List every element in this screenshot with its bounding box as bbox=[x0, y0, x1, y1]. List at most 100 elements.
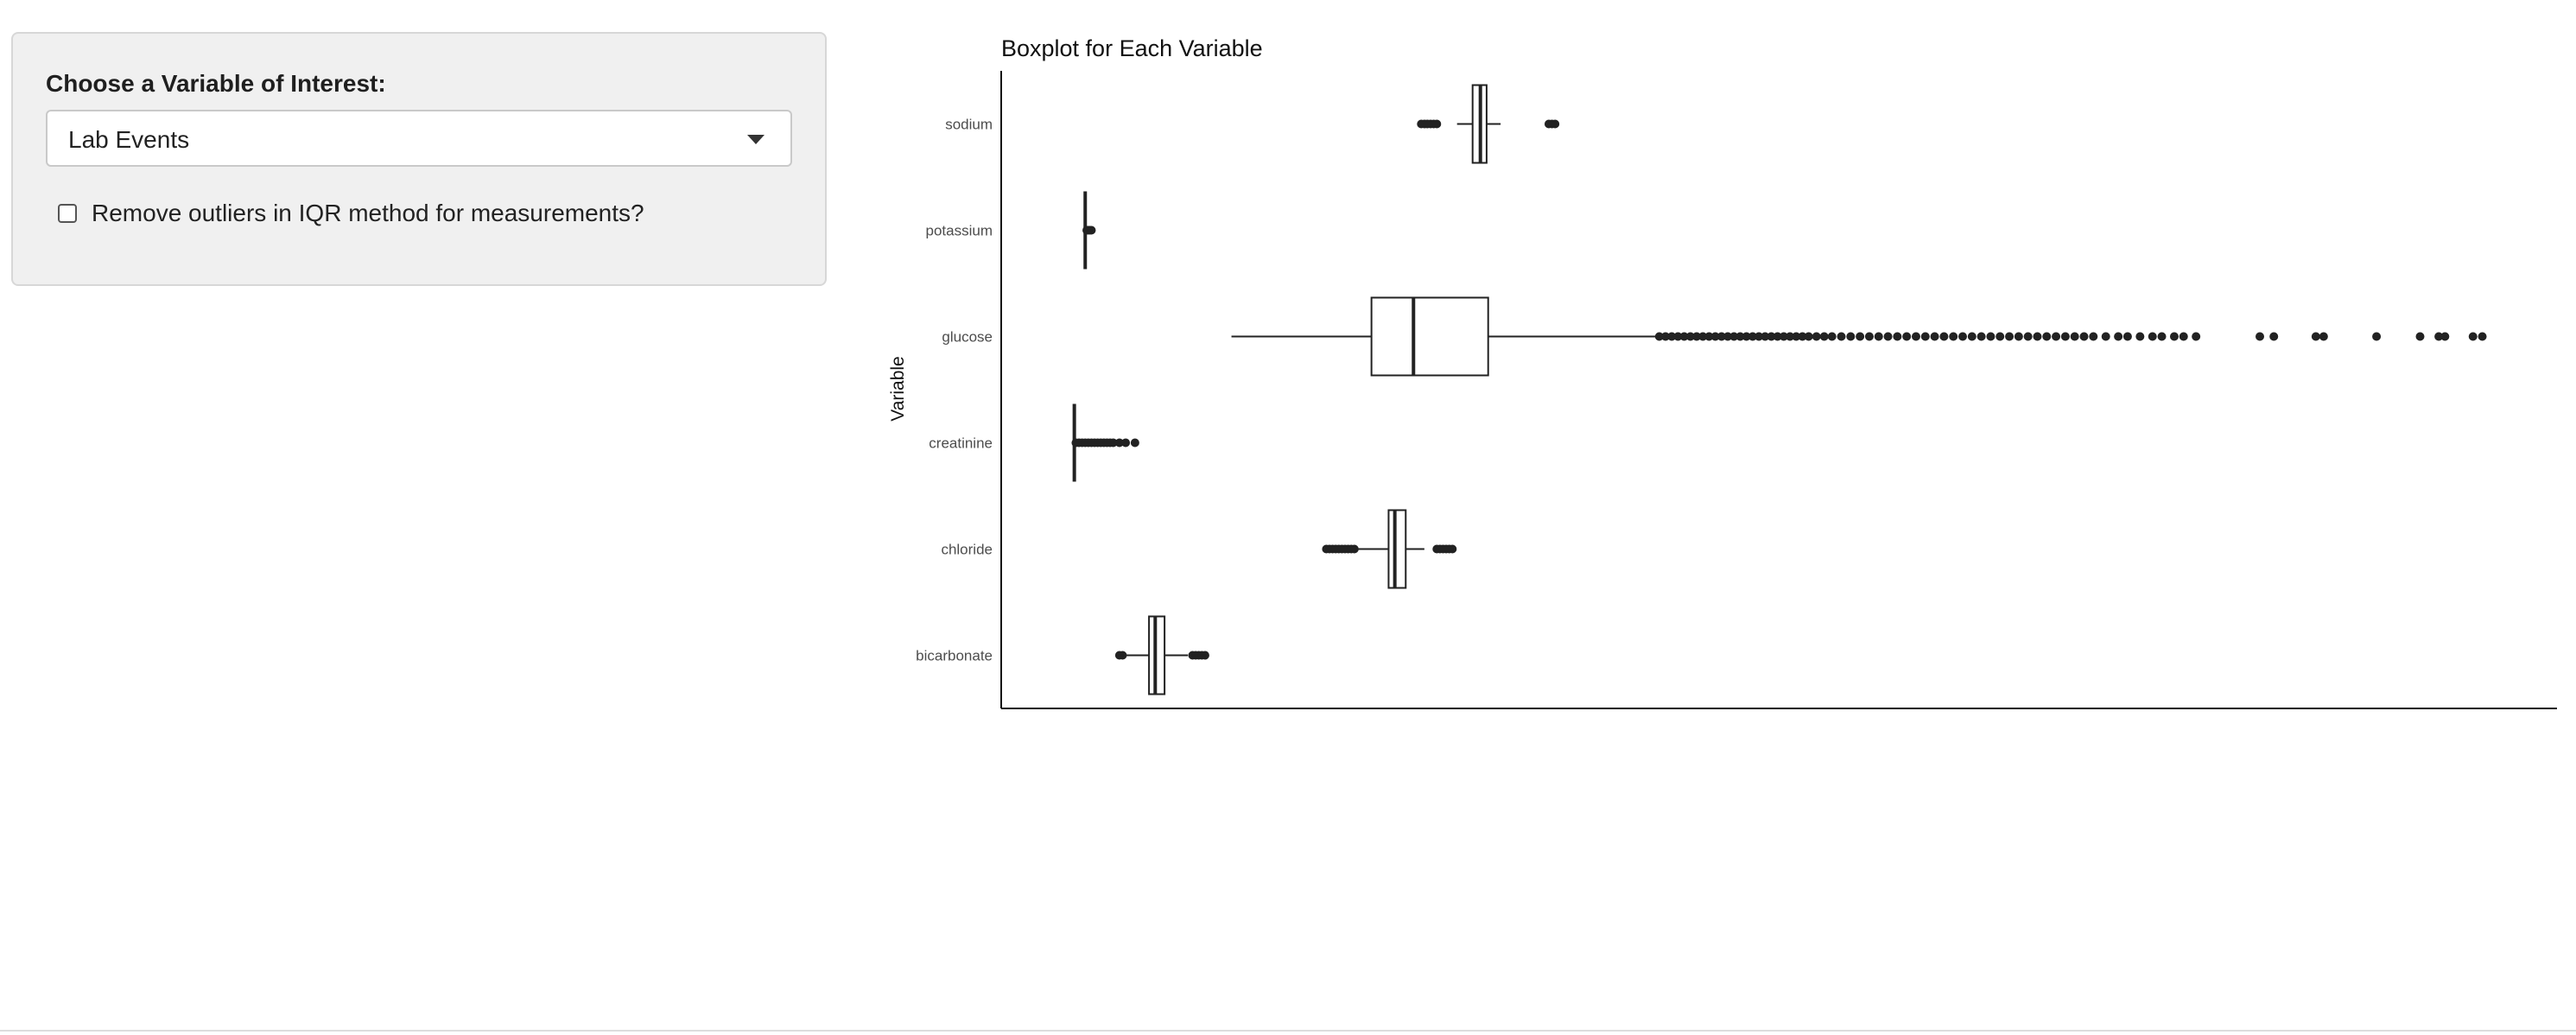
outlier-point-glucose bbox=[1902, 332, 1912, 341]
outlier-point-glucose bbox=[1811, 332, 1821, 341]
outlier-point-glucose bbox=[1723, 332, 1733, 341]
outlier-point-glucose bbox=[2122, 332, 2132, 341]
outlier-point-creatinine bbox=[1121, 438, 1131, 448]
outlier-point-glucose bbox=[1864, 332, 1874, 341]
outlier-point-glucose bbox=[2169, 332, 2179, 341]
outlier-point-glucose bbox=[1716, 332, 1726, 341]
outlier-point-glucose bbox=[2042, 332, 2052, 341]
outlier-point-glucose bbox=[2148, 332, 2157, 341]
outlier-point-glucose bbox=[1874, 332, 1883, 341]
outlier-point-glucose bbox=[2192, 332, 2201, 341]
outlier-point-chloride bbox=[1448, 544, 1457, 554]
outlier-checkbox-label[interactable]: Remove outliers in IQR method for measur… bbox=[92, 200, 644, 226]
outlier-point-glucose bbox=[1779, 332, 1788, 341]
outlier-point-glucose bbox=[1986, 332, 1995, 341]
variable-select-label: Choose a Variable of Interest: bbox=[46, 70, 386, 97]
outlier-point-glucose bbox=[2468, 332, 2478, 341]
y-tick-label-bicarbonate: bicarbonate bbox=[916, 648, 993, 664]
outlier-point-glucose bbox=[1846, 332, 1856, 341]
outlier-point-glucose bbox=[2089, 332, 2098, 341]
outlier-point-glucose bbox=[2179, 332, 2188, 341]
outlier-point-bicarbonate bbox=[1200, 651, 1209, 660]
outlier-point-glucose bbox=[2014, 332, 2023, 341]
boxplot-chart-container: Boxplot for Each Variable Variable sodiu… bbox=[864, 17, 2574, 726]
outlier-point-glucose bbox=[1893, 332, 1902, 341]
outlier-point-glucose bbox=[2269, 332, 2279, 341]
variable-select[interactable]: Lab Events bbox=[46, 110, 792, 167]
chart-title: Boxplot for Each Variable bbox=[1001, 35, 1263, 61]
outlier-point-glucose bbox=[2005, 332, 2014, 341]
outlier-point-glucose bbox=[1804, 332, 1813, 341]
y-tick-label-sodium: sodium bbox=[945, 117, 993, 133]
outlier-point-glucose bbox=[1939, 332, 1949, 341]
outlier-point-glucose bbox=[2135, 332, 2145, 341]
outlier-point-glucose bbox=[1837, 332, 1846, 341]
outlier-point-glucose bbox=[2311, 332, 2320, 341]
outlier-point-glucose bbox=[1673, 332, 1683, 341]
outlier-point-glucose bbox=[1798, 332, 1807, 341]
outlier-point-glucose bbox=[1967, 332, 1976, 341]
outlier-point-glucose bbox=[1930, 332, 1939, 341]
outlier-point-glucose bbox=[1698, 332, 1708, 341]
outlier-point-glucose bbox=[2101, 332, 2110, 341]
outlier-point-glucose bbox=[1883, 332, 1893, 341]
outlier-point-glucose bbox=[1949, 332, 1958, 341]
outlier-point-glucose bbox=[1692, 332, 1702, 341]
outlier-point-glucose bbox=[1856, 332, 1865, 341]
outlier-point-glucose bbox=[1976, 332, 1986, 341]
outlier-point-glucose bbox=[1685, 332, 1695, 341]
outlier-point-glucose bbox=[1958, 332, 1968, 341]
outlier-point-glucose bbox=[1767, 332, 1776, 341]
box-chloride bbox=[1387, 509, 1407, 589]
outlier-point-glucose bbox=[1710, 332, 1720, 341]
outlier-point-glucose bbox=[2079, 332, 2089, 341]
outlier-point-glucose bbox=[2114, 332, 2123, 341]
sidebar-panel: Choose a Variable of Interest: Lab Event… bbox=[11, 32, 827, 286]
outlier-point-glucose bbox=[1729, 332, 1739, 341]
outlier-point-glucose bbox=[1679, 332, 1689, 341]
outlier-point-glucose bbox=[1754, 332, 1764, 341]
plot-area: sodium potassium glucose creatinine chloride… bbox=[916, 71, 2557, 709]
outlier-point-glucose bbox=[2319, 332, 2328, 341]
outlier-point-sodium bbox=[1432, 119, 1442, 129]
chevron-down-icon[interactable] bbox=[747, 135, 765, 144]
outlier-point-glucose bbox=[2023, 332, 2033, 341]
outlier-point-glucose bbox=[2157, 332, 2167, 341]
outlier-point-bicarbonate bbox=[1118, 651, 1127, 660]
outlier-point-glucose bbox=[2256, 332, 2265, 341]
outlier-checkbox[interactable] bbox=[58, 204, 77, 223]
outlier-point-glucose bbox=[1735, 332, 1745, 341]
outlier-point-glucose bbox=[1827, 332, 1837, 341]
outlier-point-glucose bbox=[2070, 332, 2079, 341]
footer-divider bbox=[0, 1030, 2576, 1032]
y-axis-title: Variable bbox=[888, 356, 908, 422]
outlier-point-creatinine bbox=[1130, 438, 1139, 448]
outlier-point-glucose bbox=[2033, 332, 2042, 341]
outlier-point-glucose bbox=[2060, 332, 2070, 341]
outlier-point-glucose bbox=[1661, 332, 1671, 341]
y-tick-label-glucose: glucose bbox=[942, 329, 993, 346]
outlier-point-glucose bbox=[2052, 332, 2061, 341]
outlier-point-chloride bbox=[1349, 544, 1359, 554]
outlier-point-glucose bbox=[1911, 332, 1920, 341]
outlier-point-sodium bbox=[1551, 119, 1560, 129]
outlier-point-glucose bbox=[1742, 332, 1751, 341]
outlier-point-potassium bbox=[1087, 225, 1096, 235]
outlier-point-glucose bbox=[1704, 332, 1714, 341]
outlier-point-glucose bbox=[1748, 332, 1757, 341]
outlier-point-glucose bbox=[1761, 332, 1770, 341]
outlier-point-glucose bbox=[2434, 332, 2444, 341]
boxplot-chart: Boxplot for Each Variable Variable sodiu… bbox=[888, 35, 2557, 709]
outlier-point-glucose bbox=[1819, 332, 1829, 341]
outlier-point-glucose bbox=[1792, 332, 1801, 341]
outlier-point-glucose bbox=[1667, 332, 1677, 341]
y-tick-label-chloride: chloride bbox=[941, 542, 993, 558]
outlier-point-glucose bbox=[2415, 332, 2425, 341]
y-tick-label-creatinine: creatinine bbox=[929, 435, 993, 452]
outlier-point-glucose bbox=[2478, 332, 2487, 341]
outlier-point-glucose bbox=[2372, 332, 2382, 341]
outlier-point-creatinine bbox=[1114, 438, 1124, 448]
outlier-point-glucose bbox=[2440, 332, 2450, 341]
outlier-point-creatinine bbox=[1108, 438, 1118, 448]
